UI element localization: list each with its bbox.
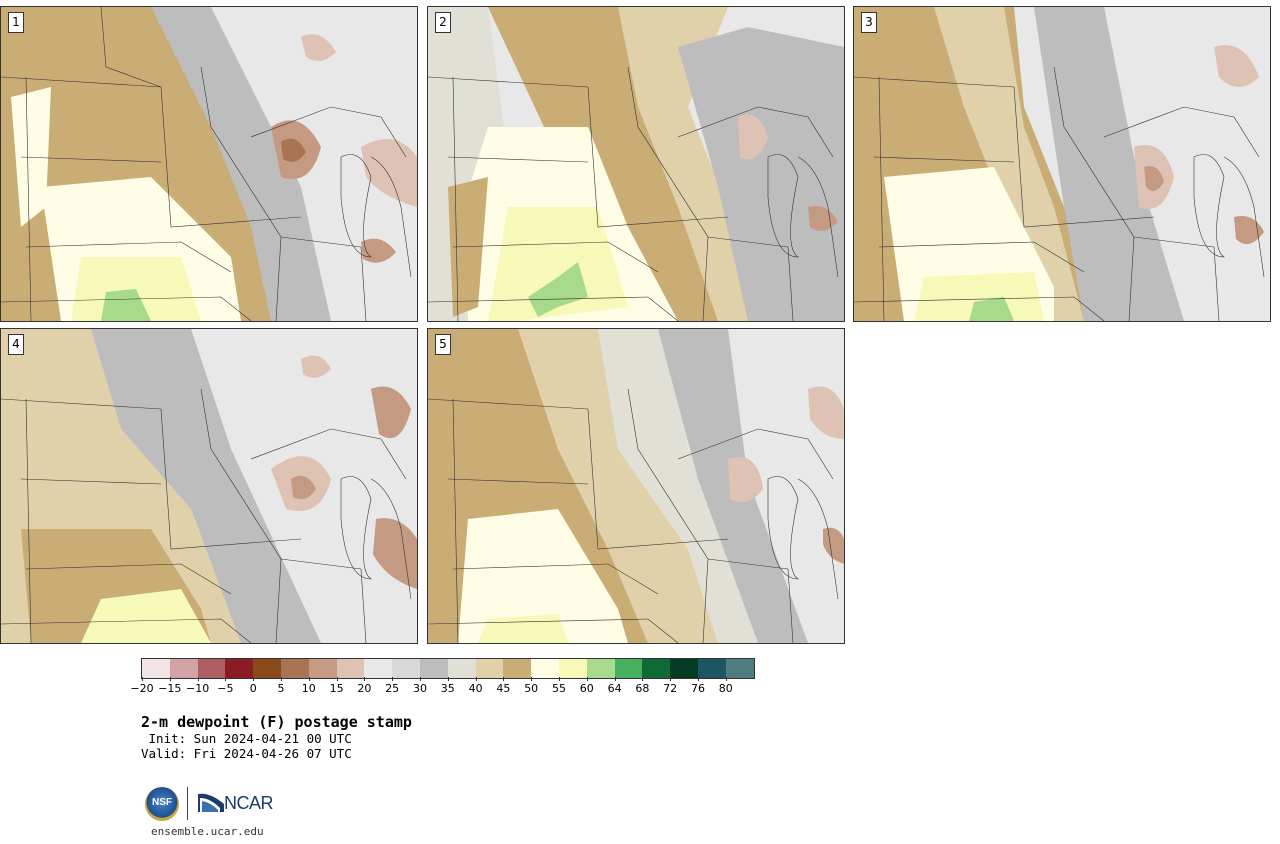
colorbar-swatch [475,659,504,678]
colorbar-tick-mark [253,677,255,681]
colorbar-tick-mark [698,677,699,681]
dewpoint-colorbar [141,658,755,679]
colorbar-swatch [308,659,337,678]
colorbar-swatch [697,659,726,678]
colorbar-tick-label: 5 [277,682,285,695]
panel-label: 1 [8,12,24,33]
nsf-logo-icon: NSF [145,787,179,821]
colorbar-swatch [558,659,587,678]
colorbar-tick-label: −5 [217,682,234,695]
colorbar-tick-label: 0 [249,682,257,695]
colorbar-tick-mark [642,677,644,681]
panel-label: 2 [435,12,451,33]
colorbar-tick-label: −20 [130,682,154,695]
colorbar-tick-label: 40 [468,682,483,695]
map-panel-2: 2 [427,6,845,322]
panel-label: 4 [8,334,24,355]
colorbar-swatch [447,659,476,678]
colorbar-tick-label: 80 [718,682,733,695]
colorbar-tick-mark [725,677,727,681]
colorbar-tick-label: 55 [552,682,566,695]
ncar-logo-icon [198,793,224,812]
colorbar-tick-mark [670,677,672,681]
map-panel-4: 4 [0,328,418,644]
colorbar-swatch [419,659,448,678]
colorbar-tick-label: 76 [691,682,705,695]
colorbar-tick-mark [308,677,310,681]
init-time: Init: Sun 2024-04-21 00 UTC [141,731,352,746]
colorbar-tick-mark [169,677,171,681]
colorbar-tick-mark [503,677,505,681]
colorbar-tick-label: −10 [185,682,210,695]
colorbar-tick-mark [531,677,533,681]
map-panel-1: 1 [0,6,418,322]
logo-divider [187,787,188,820]
colorbar-tick-label: 10 [301,682,316,695]
colorbar-tick-label: 72 [663,682,678,695]
colorbar-tick-mark [142,677,143,681]
colorbar-tick-mark [225,677,227,681]
colorbar-swatch [586,659,615,678]
valid-time: Valid: Fri 2024-04-26 07 UTC [141,746,352,761]
ncar-logo-text: NCAR [224,793,274,813]
colorbar-tick-label: 50 [524,682,539,695]
colorbar-swatch [336,659,365,678]
colorbar-swatch [531,659,559,678]
nsf-logo-text: NSF [152,797,172,808]
colorbar-swatch [280,659,309,678]
dewpoint-map-2 [428,7,844,321]
colorbar-swatch [642,659,671,678]
colorbar-tick-mark [614,677,616,681]
colorbar-swatch [725,659,754,678]
colorbar-tick-label: −15 [158,682,182,695]
colorbar-swatch [670,659,698,678]
colorbar-tick-mark [447,677,449,681]
colorbar-tick-label: 20 [357,682,372,695]
dewpoint-map-3 [854,7,1270,321]
colorbar-swatch [169,659,198,678]
colorbar-swatch [197,659,226,678]
colorbar-tick-mark [392,677,394,681]
colorbar-tick-mark [197,677,199,681]
colorbar-swatch [392,659,420,678]
colorbar-tick-mark [364,677,366,681]
colorbar-tick-label: 30 [413,682,427,695]
website-link[interactable]: ensemble.ucar.edu [151,825,264,838]
colorbar-tick-label: 64 [607,682,622,695]
colorbar-tick-label: 35 [440,682,455,695]
colorbar-tick-label: 68 [635,682,650,695]
dewpoint-map-4 [1,329,417,643]
colorbar-swatch [364,659,393,678]
colorbar-tick-mark [559,677,560,681]
map-panel-5: 5 [427,328,845,644]
plot-title: 2-m dewpoint (F) postage stamp [141,713,412,731]
colorbar-swatch [253,659,281,678]
colorbar-swatch [142,659,170,678]
dewpoint-map-1 [1,7,417,321]
panel-label: 3 [861,12,877,33]
colorbar-tick-label: 45 [496,682,511,695]
map-panel-3: 3 [853,6,1271,322]
colorbar-tick-label: 25 [385,682,400,695]
colorbar-tick-mark [420,677,421,681]
colorbar-swatch [614,659,643,678]
colorbar-swatch [225,659,254,678]
colorbar-tick-mark [281,677,282,681]
panel-label: 5 [435,334,451,355]
colorbar-tick-mark [475,677,477,681]
colorbar-tick-label: 60 [579,682,594,695]
colorbar-swatch [503,659,532,678]
colorbar-tick-mark [586,677,588,681]
colorbar-tick-mark [336,677,338,681]
dewpoint-map-5 [428,329,844,643]
colorbar-tick-label: 15 [329,682,344,695]
